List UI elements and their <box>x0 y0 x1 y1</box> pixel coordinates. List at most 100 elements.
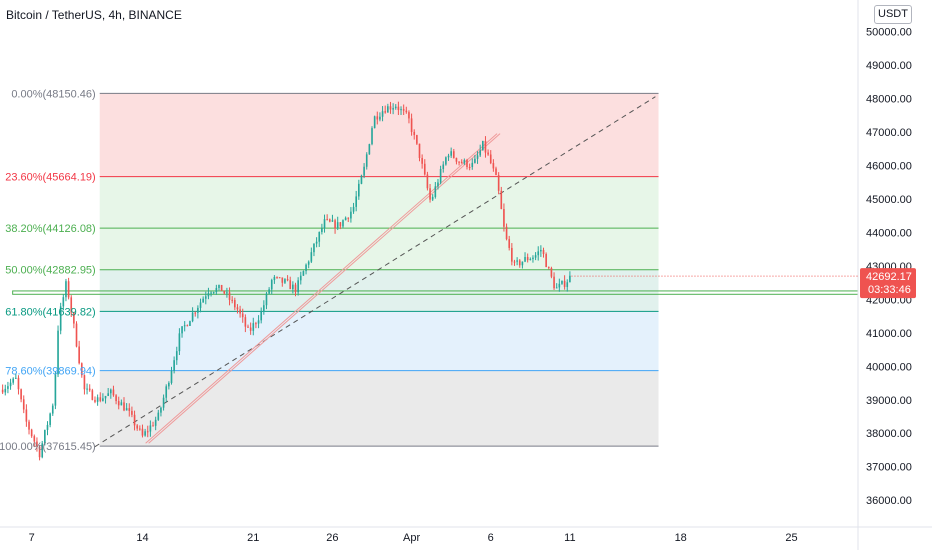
candle-body <box>157 412 160 420</box>
candle-body <box>297 280 299 293</box>
trendline-channel-b <box>148 133 501 444</box>
candle-body <box>387 106 389 113</box>
candle-body <box>476 155 479 159</box>
candle-body <box>521 261 524 266</box>
candle-body <box>365 154 368 167</box>
candle-body <box>474 158 476 163</box>
candle-body <box>178 333 181 352</box>
candle-body <box>508 239 511 248</box>
candle-body <box>558 283 561 288</box>
candle-body <box>247 326 249 328</box>
candle-body <box>255 323 257 325</box>
candle-body <box>212 292 215 294</box>
candle-body <box>555 287 558 289</box>
time-axis: 7 14 21 26 Apr 6 11 18 25 <box>0 526 932 544</box>
price-tick-label: 46000.00 <box>866 160 912 172</box>
candle-body <box>273 276 276 281</box>
candle-body <box>236 307 239 310</box>
candle-body <box>231 299 233 301</box>
candle-body <box>15 377 17 379</box>
time-tick-label: Apr <box>403 532 420 544</box>
candle-body <box>123 402 125 411</box>
candle-body <box>315 241 318 244</box>
candle-body <box>434 186 437 197</box>
candle-body <box>99 397 102 401</box>
time-tick-label: 14 <box>136 532 148 544</box>
time-tick-label: 26 <box>326 532 338 544</box>
candle-body <box>328 219 331 222</box>
fib-label-4: 61.80%(41639.82) <box>5 306 96 318</box>
candle-body <box>569 275 571 283</box>
candle-body <box>392 108 394 110</box>
candle-body <box>497 175 500 191</box>
candle-body <box>384 111 387 113</box>
candle-body <box>96 397 99 402</box>
candle-body <box>141 428 144 436</box>
candle-body <box>310 252 313 262</box>
candle-body <box>284 279 286 283</box>
candle-body <box>78 346 80 364</box>
candle-body <box>281 277 284 283</box>
candle-body <box>120 402 123 406</box>
candle-body <box>265 293 268 306</box>
candle-body <box>326 219 328 221</box>
candle-body <box>397 106 400 111</box>
candle-body <box>115 395 117 402</box>
candle-body <box>94 399 96 402</box>
time-tick-label: 11 <box>564 532 575 544</box>
candle-body <box>294 284 297 293</box>
candle-body <box>394 106 397 109</box>
candle-body <box>25 409 28 422</box>
candle-body <box>431 196 434 200</box>
price-tick-label: 44000.00 <box>866 227 912 239</box>
candle-body <box>194 312 197 314</box>
candle-body <box>59 306 62 331</box>
candle-body <box>65 281 67 298</box>
candle-body <box>439 169 442 183</box>
price-tag-value: 42692.17 <box>866 271 912 283</box>
fib-zone-4 <box>99 370 659 447</box>
candle-body <box>75 323 78 347</box>
candle-body <box>299 275 302 281</box>
time-tick-label: 21 <box>247 532 259 544</box>
fib-zone-0 <box>99 93 659 177</box>
candle-body <box>223 290 226 294</box>
candle-body <box>12 378 15 383</box>
candle-body <box>445 157 447 165</box>
candle-body <box>102 398 104 401</box>
candle-body <box>67 281 70 298</box>
candle-body <box>466 160 468 167</box>
candle-body <box>210 292 212 294</box>
candle-body <box>91 390 94 400</box>
candles <box>1 101 571 461</box>
candle-body <box>553 276 555 289</box>
price-axis: 36000.00 37000.00 38000.00 39000.00 40000.00… <box>857 0 912 550</box>
candle-body <box>86 388 88 390</box>
candle-body <box>524 257 526 262</box>
candle-body <box>162 397 165 408</box>
candle-body <box>413 131 416 136</box>
candle-body <box>207 293 210 297</box>
candle-body <box>80 363 83 376</box>
candle-body <box>534 255 537 258</box>
candle-body <box>358 183 360 197</box>
candle-body <box>62 297 65 307</box>
candle-body <box>278 277 281 279</box>
candle-body <box>563 280 566 287</box>
price-tick-label: 41000.00 <box>866 328 912 340</box>
candle-body <box>160 407 162 413</box>
candle-body <box>133 414 136 426</box>
candle-body <box>244 317 247 327</box>
fib-label-1: 23.60%(45664.19) <box>5 172 96 184</box>
time-tick-label: 7 <box>29 532 35 544</box>
candle-body <box>125 408 128 411</box>
candle-body <box>228 292 231 300</box>
candle-body <box>323 219 326 229</box>
candle-body <box>331 220 334 222</box>
currency-selector[interactable]: USDT <box>874 5 912 24</box>
candle-body <box>479 150 482 156</box>
candle-body <box>112 389 115 396</box>
candle-body <box>218 284 220 288</box>
chart-title: Bitcoin / TetherUS, 4h, BINANCE <box>6 8 182 22</box>
